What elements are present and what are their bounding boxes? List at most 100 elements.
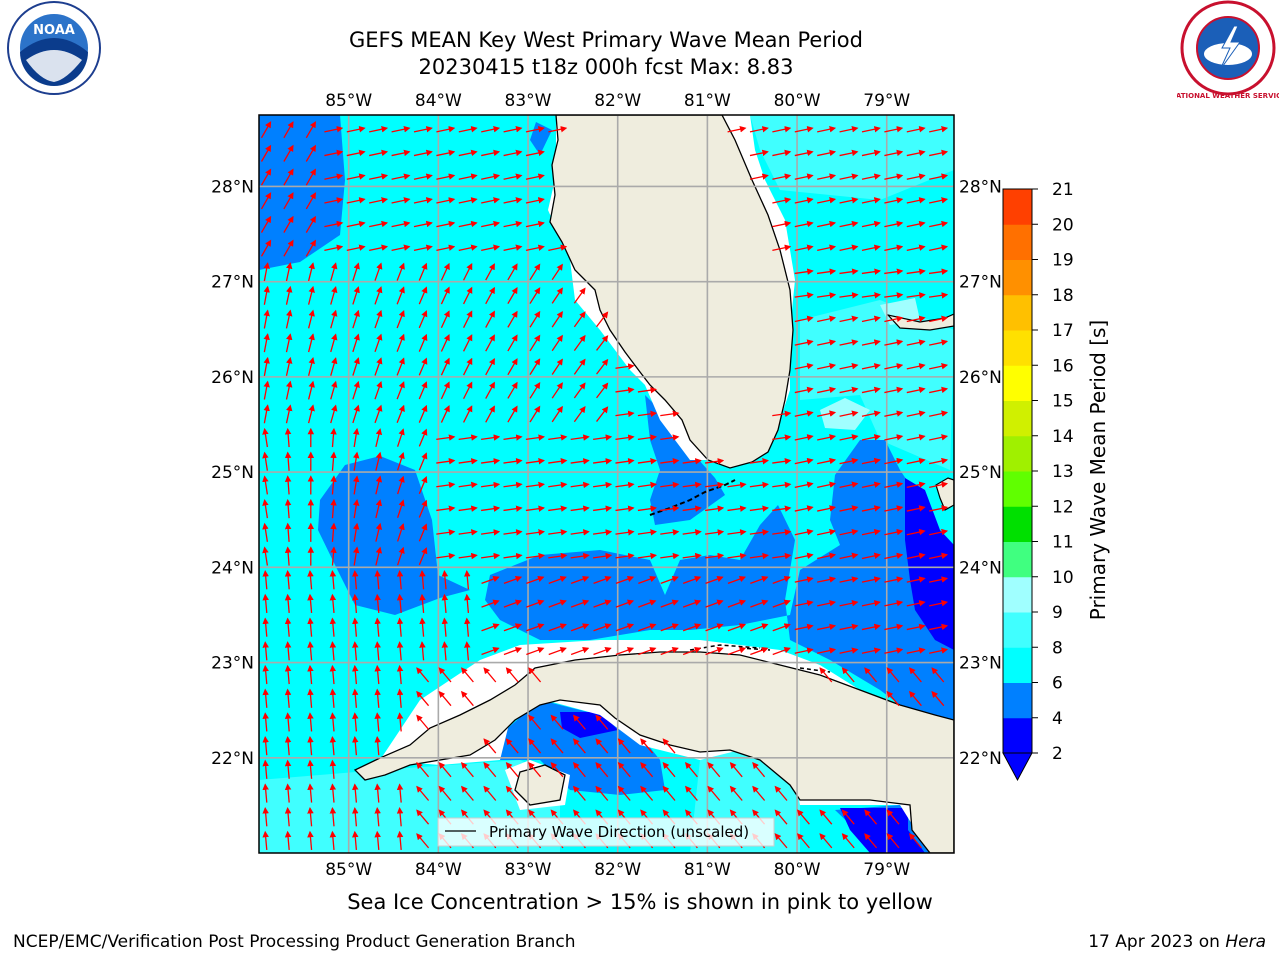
- wave-arrow: [929, 173, 949, 180]
- wave-arrow: [861, 292, 881, 299]
- wave-arrow: [684, 762, 698, 778]
- wave-arrow: [570, 623, 590, 632]
- wave-arrow: [750, 575, 769, 584]
- wave-arrow: [615, 529, 635, 536]
- wave-arrow: [462, 357, 473, 376]
- wave-arrow: [374, 286, 383, 305]
- wave-arrow: [396, 664, 404, 685]
- wave-arrow: [436, 458, 456, 465]
- wave-arrow: [906, 481, 926, 489]
- wave-arrow: [749, 552, 769, 560]
- wave-arrow: [861, 528, 881, 536]
- wave-arrow: [480, 434, 501, 441]
- wave-arrow: [307, 309, 315, 329]
- wave-arrow: [794, 363, 814, 370]
- wave-arrow: [794, 315, 814, 323]
- wave-arrow: [483, 667, 497, 683]
- wave-arrow: [861, 173, 881, 180]
- wave-arrow: [262, 759, 269, 779]
- wave-arrow: [307, 617, 314, 637]
- wave-arrow: [352, 380, 360, 400]
- wave-arrow: [551, 358, 563, 375]
- wave-arrow: [352, 404, 360, 424]
- wave-arrow: [839, 197, 859, 204]
- wave-arrow: [794, 339, 814, 346]
- wave-arrow: [458, 505, 478, 512]
- wave-arrow: [638, 623, 657, 632]
- wave-arrow: [396, 830, 404, 851]
- wave-arrow: [548, 481, 568, 489]
- wave-arrow: [727, 529, 747, 536]
- wave-arrow: [396, 593, 404, 614]
- wave-arrow: [525, 481, 545, 489]
- wave-arrow: [929, 220, 949, 228]
- wave-arrow: [462, 405, 473, 423]
- wave-arrow: [570, 575, 590, 584]
- wave-arrow: [841, 667, 855, 683]
- wave-arrow: [396, 688, 404, 708]
- wave-arrow: [772, 458, 792, 465]
- wave-arrow: [595, 762, 609, 778]
- wave-arrow: [481, 244, 501, 252]
- wave-arrow: [794, 386, 814, 394]
- wave-arrow: [396, 357, 405, 376]
- wave-arrow: [906, 292, 926, 299]
- wave-arrow: [284, 641, 292, 661]
- wave-arrow: [929, 623, 949, 631]
- lon-label-top: 81°W: [684, 91, 731, 111]
- wave-arrow: [908, 833, 922, 849]
- wave-arrow: [396, 404, 405, 424]
- wave-arrow: [864, 833, 878, 849]
- wave-arrow: [419, 570, 426, 590]
- wave-arrow: [774, 809, 788, 825]
- wave-arrow: [307, 333, 315, 353]
- wave-arrow: [440, 286, 450, 305]
- wave-arrow: [352, 475, 360, 495]
- wave-arrow: [772, 220, 792, 228]
- wave-arrow: [464, 617, 471, 637]
- wave-arrow: [861, 315, 881, 323]
- wave-arrow: [615, 647, 635, 656]
- wave-arrow: [462, 286, 473, 305]
- wave-direction-arrows: [260, 121, 949, 851]
- wave-arrow: [458, 126, 478, 133]
- wave-arrow: [507, 334, 518, 352]
- wave-arrow: [615, 575, 635, 584]
- lon-label-bottom: 85°W: [325, 860, 372, 880]
- wave-arrow: [462, 334, 473, 352]
- wave-arrow: [839, 292, 859, 299]
- wave-arrow: [503, 599, 523, 608]
- wave-arrow: [481, 149, 501, 157]
- wave-arrow: [436, 197, 456, 204]
- wave-arrow: [503, 647, 523, 656]
- lat-label-left: 24°N: [211, 558, 254, 578]
- wave-arrow: [260, 215, 272, 233]
- colorbar-title: Primary Wave Mean Period [s]: [1086, 319, 1110, 621]
- wave-arrow: [861, 363, 881, 370]
- wave-arrow: [794, 552, 814, 560]
- lon-label-top: 83°W: [505, 91, 552, 111]
- wave-arrow: [418, 452, 428, 471]
- wave-arrow: [507, 310, 518, 328]
- lat-label-left: 26°N: [211, 368, 254, 388]
- wave-arrow: [307, 357, 315, 376]
- wave-arrow: [352, 357, 360, 376]
- wave-arrow: [704, 552, 725, 560]
- wave-arrow: [752, 762, 766, 778]
- wave-arrow: [330, 522, 337, 542]
- wave-arrow: [374, 262, 383, 281]
- wave-arrow: [928, 268, 949, 275]
- wave-arrow: [637, 458, 657, 465]
- wave-arrow: [908, 690, 922, 707]
- wave-arrow: [352, 641, 359, 661]
- wave-arrow: [416, 714, 430, 730]
- wave-arrow: [374, 617, 381, 637]
- wave-arrow: [861, 268, 881, 275]
- wave-arrow: [284, 617, 292, 637]
- wave-arrow: [929, 457, 949, 465]
- wave-arrow: [906, 647, 926, 654]
- wave-arrow: [615, 505, 635, 512]
- wave-arrow: [260, 239, 272, 257]
- wave-arrow: [592, 481, 613, 489]
- colorbar-tick-label: 15: [1052, 392, 1074, 412]
